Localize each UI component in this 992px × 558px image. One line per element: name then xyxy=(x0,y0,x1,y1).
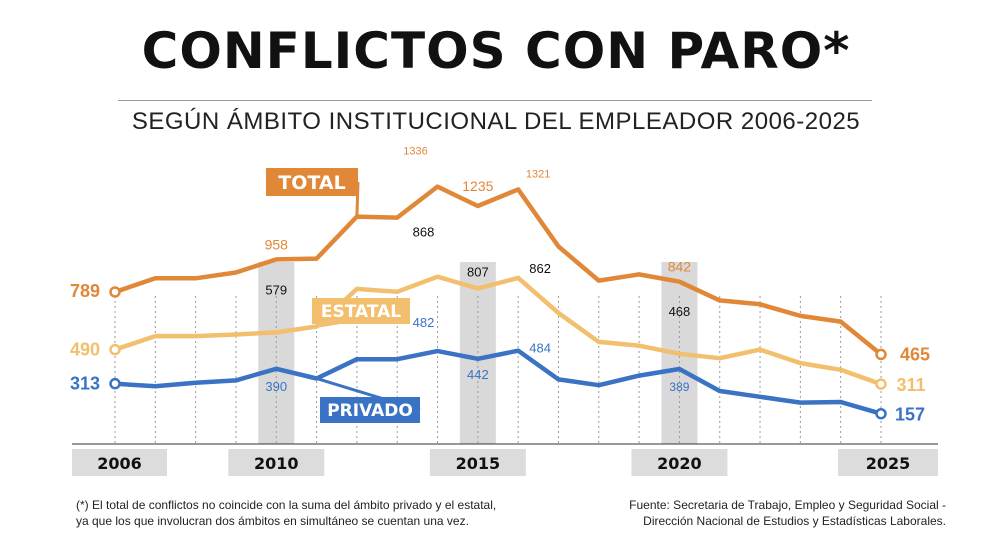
x-tick-2010-label: 2010 xyxy=(254,454,299,473)
data-label-total-2020: 842 xyxy=(668,259,692,275)
x-tick-2025-box xyxy=(838,449,938,476)
data-label-estatal-2006: 490 xyxy=(70,340,100,360)
data-label-total-2010: 958 xyxy=(265,236,289,252)
x-tick-2006-label: 2006 xyxy=(97,454,142,473)
x-tick-2020-box xyxy=(631,449,728,476)
data-label-privado-2010: 390 xyxy=(265,379,287,394)
footnote-line: ya que los que involucran dos ámbitos en… xyxy=(76,514,469,528)
data-label-total-2025: 465 xyxy=(900,344,930,364)
data-label-estatal-2016: 862 xyxy=(529,261,551,276)
data-label-total-2014: 1336 xyxy=(403,146,427,158)
series-badge-total xyxy=(266,168,358,196)
series-line-total xyxy=(112,184,884,357)
data-label-privado-2014: 482 xyxy=(413,315,435,330)
data-label-estatal-2025: 311 xyxy=(896,375,925,395)
x-tick-2015-label: 2015 xyxy=(456,454,501,473)
x-tick-2006-box xyxy=(72,449,167,476)
series-badge-privado xyxy=(320,397,420,423)
source-line: Dirección Nacional de Estudios y Estadís… xyxy=(643,514,946,528)
series-marker-total-2006 xyxy=(109,286,121,298)
data-label-estatal-2014: 868 xyxy=(413,225,435,240)
data-label-privado-2006: 313 xyxy=(70,374,100,394)
data-label-estatal-2020: 468 xyxy=(669,304,691,319)
series-marker-estatal-2006 xyxy=(109,343,121,356)
data-label-total-2006: 789 xyxy=(70,281,100,301)
x-tick-2010-box xyxy=(228,449,325,476)
series-badge-label-privado: PRIVADO xyxy=(327,401,413,421)
x-tick-2025-label: 2025 xyxy=(866,454,911,473)
data-label-estatal-2015: 807 xyxy=(467,264,489,279)
data-label-privado-2016: 484 xyxy=(529,341,551,356)
series-marker-privado-2025 xyxy=(875,407,887,420)
series-marker-privado-2006 xyxy=(109,377,121,390)
source-note: Fuente: Secretaria de Trabajo, Empleo y … xyxy=(526,497,946,529)
series-badge-label-total: TOTAL xyxy=(278,172,345,194)
footnote-line: (*) El total de conflictos no coincide c… xyxy=(76,498,497,512)
series-marker-estatal-2025 xyxy=(875,378,887,390)
series-badge-label-estatal: ESTATAL xyxy=(321,302,401,322)
series-line-estatal xyxy=(112,274,884,387)
x-tick-2020-label: 2020 xyxy=(657,454,702,473)
series-badge-estatal xyxy=(312,298,410,324)
data-label-privado-2025: 157 xyxy=(895,405,925,425)
data-label-privado-2015: 442 xyxy=(467,367,489,382)
x-tick-2015-box xyxy=(429,449,526,476)
series-line-privado xyxy=(112,348,884,416)
data-label-total-2015: 1235 xyxy=(462,178,493,194)
data-label-total-2016: 1321 xyxy=(526,168,550,180)
chart-title: CONFLICTOS CON PARO* xyxy=(141,22,851,80)
chart-subtitle: SEGÚN ÁMBITO INSTITUCIONAL DEL EMPLEADOR… xyxy=(131,108,861,135)
data-label-estatal-2010: 579 xyxy=(265,282,287,297)
series-marker-total-2025 xyxy=(875,348,887,361)
title-divider xyxy=(118,100,872,101)
data-label-privado-2020: 389 xyxy=(669,380,689,394)
footnote: (*) El total de conflictos no coincide c… xyxy=(76,497,546,529)
source-line: Fuente: Secretaria de Trabajo, Empleo y … xyxy=(629,498,946,512)
